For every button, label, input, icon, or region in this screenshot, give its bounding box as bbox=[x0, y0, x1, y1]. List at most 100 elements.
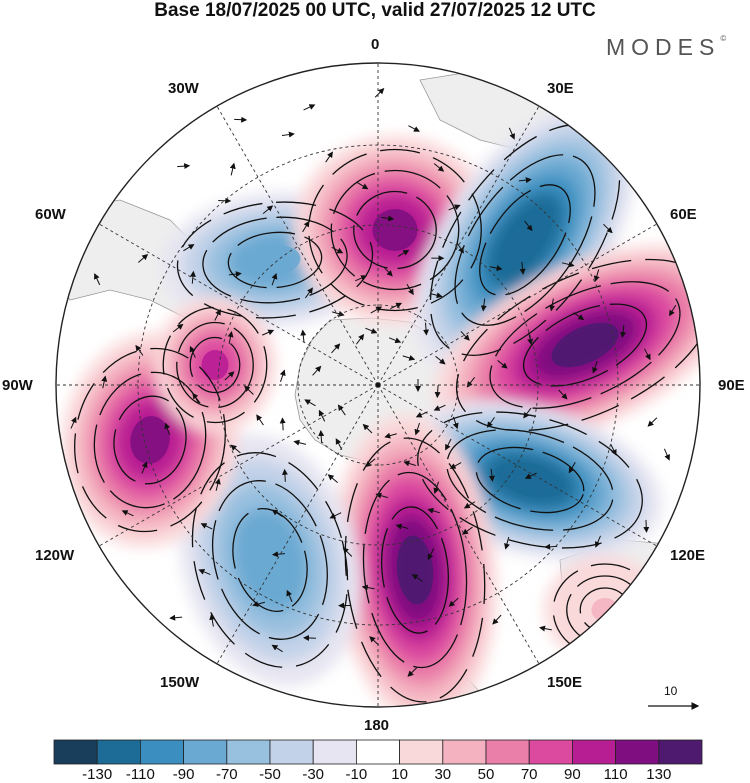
flow-arrow bbox=[527, 332, 534, 345]
colorbar-tick-label: -70 bbox=[215, 766, 238, 783]
streamline-pos-greenwich bbox=[330, 169, 460, 291]
flow-arrow bbox=[663, 448, 670, 461]
flow-arrow bbox=[462, 526, 473, 535]
colorbar-tick-label: 130 bbox=[646, 766, 672, 783]
streamline-pos-160e bbox=[381, 506, 449, 634]
anomaly-core-pos-120e-far bbox=[591, 598, 619, 622]
flow-arrow bbox=[279, 417, 286, 431]
flow-arrow bbox=[331, 310, 345, 317]
flow-arrow bbox=[504, 536, 510, 550]
flow-arrow bbox=[70, 416, 77, 429]
streamline-neg-30e bbox=[429, 124, 621, 356]
flow-arrow bbox=[331, 246, 344, 254]
flow-arrow bbox=[549, 298, 556, 312]
colorbar bbox=[53, 739, 703, 765]
flow-arrow bbox=[362, 423, 373, 434]
flow-arrow bbox=[244, 385, 254, 395]
flow-arrow bbox=[594, 535, 601, 548]
streamline-neg-30e bbox=[454, 154, 596, 326]
flow-arrow bbox=[407, 667, 418, 677]
latitude-circle bbox=[217, 224, 539, 546]
streamline-neg-130w bbox=[232, 508, 308, 612]
flow-arrow bbox=[427, 548, 435, 561]
flow-arrow bbox=[370, 306, 383, 314]
flow-arrow bbox=[508, 127, 515, 140]
flow-arrow bbox=[227, 331, 234, 344]
streamline-neg-110e bbox=[475, 446, 585, 514]
lon-label-30w: 30W bbox=[168, 80, 199, 97]
lon-label-180: 180 bbox=[364, 717, 390, 734]
flow-arrow bbox=[214, 308, 221, 321]
flow-arrow bbox=[361, 584, 375, 591]
flow-arrow bbox=[561, 261, 575, 268]
map-boundary bbox=[55, 62, 701, 708]
anomaly-core-neg-atlantic bbox=[249, 244, 301, 276]
flow-arrow bbox=[137, 253, 149, 263]
streamline-pos-160e bbox=[362, 471, 468, 669]
colorbar-tick-label: -130 bbox=[82, 766, 113, 783]
flow-arrow bbox=[164, 422, 171, 435]
streamline-neg-30e bbox=[479, 184, 571, 296]
anomaly-core-pos-80w bbox=[201, 350, 229, 380]
flow-arrow bbox=[101, 375, 108, 389]
flow-arrow bbox=[214, 478, 221, 491]
flow-arrow bbox=[135, 344, 144, 356]
flow-arrow bbox=[230, 444, 241, 454]
lon-label-60e: 60E bbox=[670, 206, 697, 223]
flow-arrow bbox=[141, 461, 148, 474]
flow-arrow bbox=[497, 360, 508, 369]
streamline-neg-110e bbox=[417, 411, 643, 549]
flow-arrow bbox=[305, 287, 313, 299]
south-pole-marker bbox=[375, 382, 381, 388]
flow-arrow bbox=[271, 273, 278, 286]
flow-arrow bbox=[488, 468, 495, 482]
flow-arrow bbox=[403, 460, 416, 467]
flow-arrow bbox=[228, 271, 242, 278]
flow-arrow bbox=[643, 348, 651, 361]
flow-arrow bbox=[279, 369, 286, 382]
colorbar-tick-label: 30 bbox=[434, 766, 452, 783]
flow-arrow bbox=[568, 461, 576, 474]
flow-arrow bbox=[252, 601, 265, 607]
flow-arrow bbox=[369, 636, 380, 646]
flow-arrow bbox=[395, 523, 409, 530]
flow-arrow bbox=[434, 385, 441, 399]
flow-arrow bbox=[335, 438, 343, 450]
streamline-neg-atlantic bbox=[202, 216, 348, 304]
flow-arrow bbox=[229, 162, 236, 176]
colorbar-swatch bbox=[355, 739, 400, 765]
flow-arrow bbox=[383, 266, 393, 277]
flow-arrow bbox=[271, 644, 283, 653]
flow-arrow bbox=[492, 614, 502, 625]
flow-arrow bbox=[518, 177, 532, 184]
flow-arrow bbox=[198, 569, 211, 576]
flow-arrow bbox=[209, 613, 216, 627]
flow-arrow bbox=[381, 215, 395, 222]
streamline-neg-atlantic bbox=[176, 201, 374, 319]
flow-arrow bbox=[592, 361, 598, 374]
flow-arrow bbox=[406, 283, 414, 296]
colorbar-swatch bbox=[658, 739, 703, 765]
flow-arrow bbox=[256, 414, 264, 426]
streamline-neg-130w bbox=[212, 480, 328, 640]
flow-arrow bbox=[435, 355, 446, 365]
flow-arrow bbox=[390, 302, 403, 310]
flow-arrow bbox=[200, 523, 213, 530]
lon-label-90w: 90W bbox=[2, 377, 33, 394]
flow-arrow bbox=[192, 392, 201, 404]
reference-vector-label: 10 bbox=[664, 684, 678, 698]
flow-arrow bbox=[452, 416, 459, 430]
streamline-pos-greenwich bbox=[353, 190, 437, 270]
flow-arrow bbox=[318, 409, 326, 422]
colorbar-tick-label: -50 bbox=[259, 766, 281, 783]
flow-arrow bbox=[539, 625, 552, 632]
flow-arrow bbox=[303, 104, 316, 111]
streamline-pos-80w bbox=[176, 321, 254, 409]
modes-logo: MODES© bbox=[606, 34, 726, 61]
flow-arrow bbox=[281, 131, 295, 138]
colorbar-tick-label: 70 bbox=[520, 766, 538, 783]
flow-arrow bbox=[388, 337, 402, 344]
colorbar-tick-label: -10 bbox=[345, 766, 368, 783]
anomaly-core-pos-160e bbox=[396, 535, 434, 605]
